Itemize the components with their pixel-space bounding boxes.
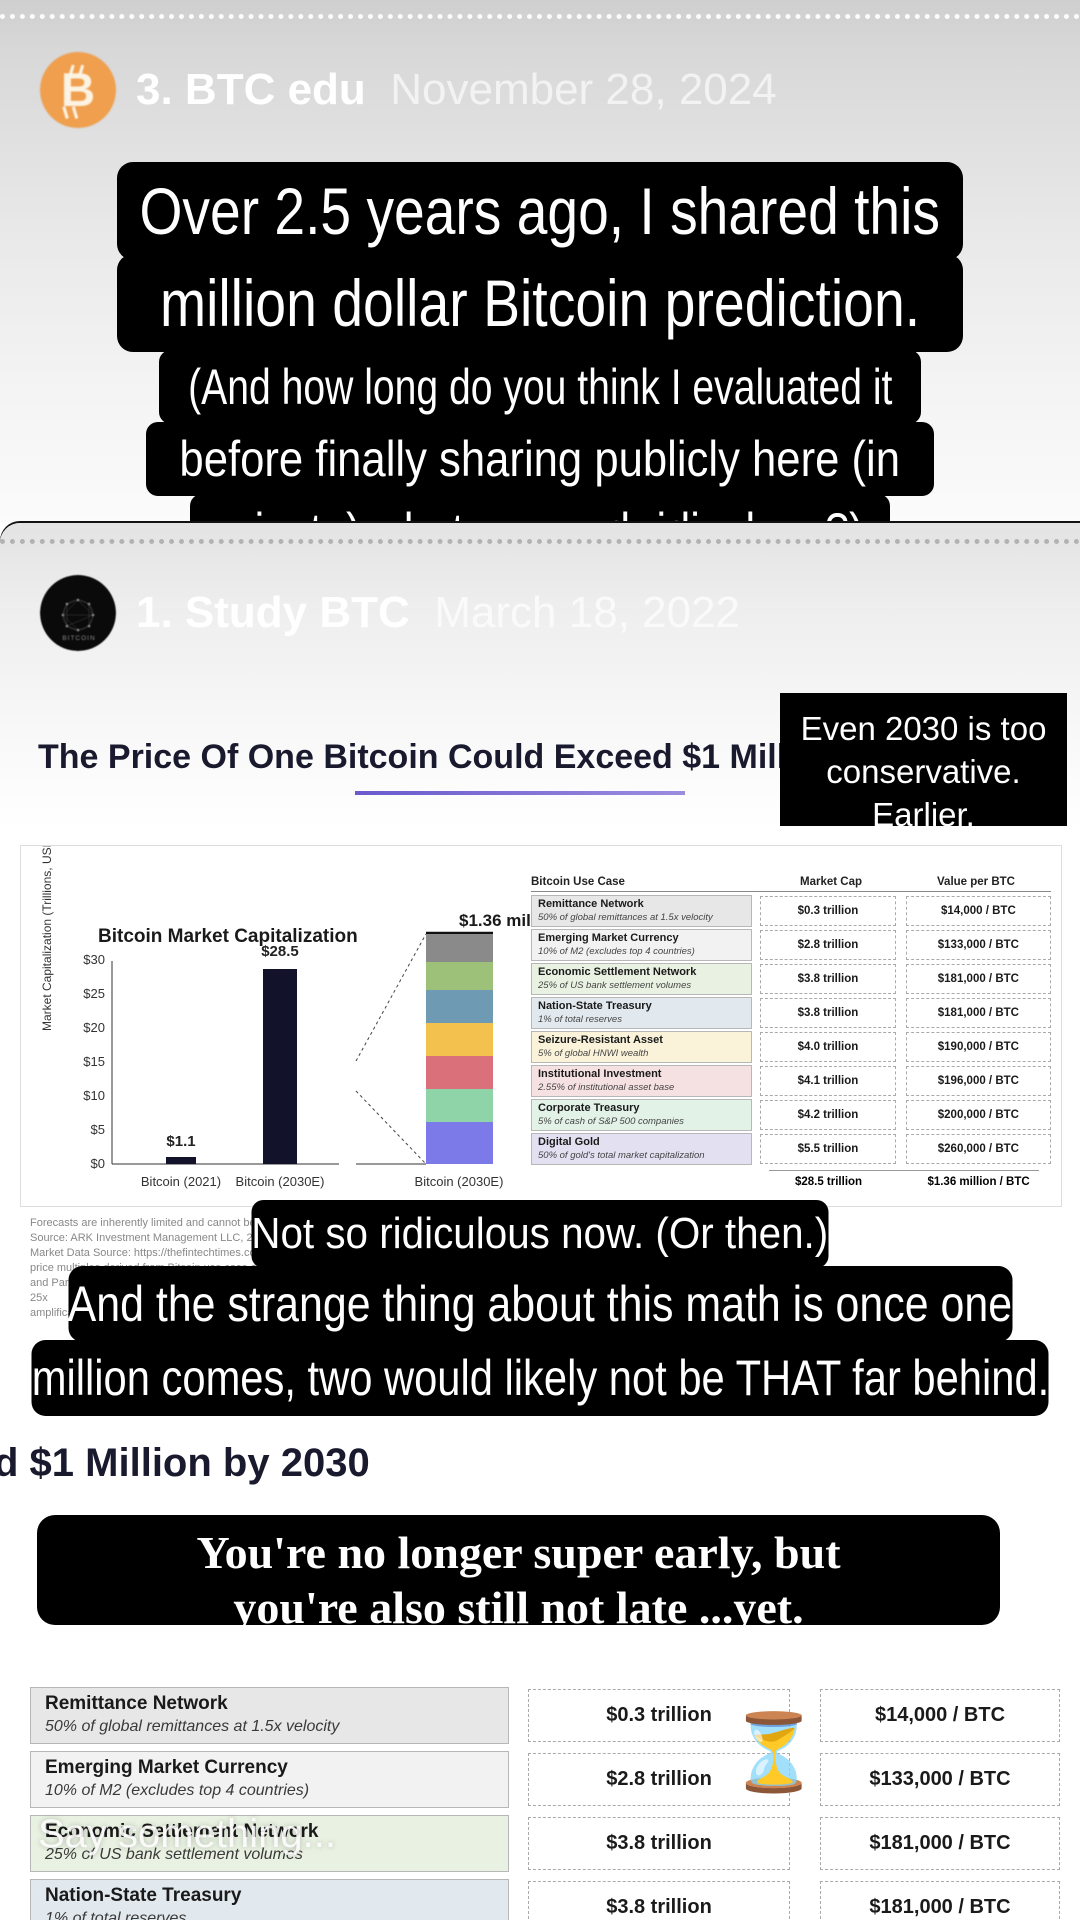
svg-text:Bitcoin (2030E): Bitcoin (2030E) — [415, 1174, 504, 1189]
svg-text:Bitcoin Market Capitalization: Bitcoin Market Capitalization — [98, 926, 358, 947]
svg-text:$5: $5 — [91, 1122, 105, 1137]
svg-text:$0: $0 — [91, 1156, 105, 1171]
svg-text:$30: $30 — [83, 952, 105, 967]
svg-text:Bitcoin (2030E): Bitcoin (2030E) — [236, 1174, 325, 1189]
svg-text:$20: $20 — [83, 1020, 105, 1035]
svg-text:$15: $15 — [83, 1054, 105, 1069]
svg-text:$25: $25 — [83, 986, 105, 1001]
svg-text:$1.1: $1.1 — [166, 1133, 195, 1150]
svg-text:$10: $10 — [83, 1088, 105, 1103]
svg-text:BITCOIN: BITCOIN — [62, 635, 95, 642]
svg-text:Market Capitalization (Trillio: Market Capitalization (Trillions, USD) — [40, 846, 54, 1031]
svg-text:$28.5: $28.5 — [261, 943, 299, 960]
svg-text:Bitcoin (2021): Bitcoin (2021) — [141, 1174, 221, 1189]
